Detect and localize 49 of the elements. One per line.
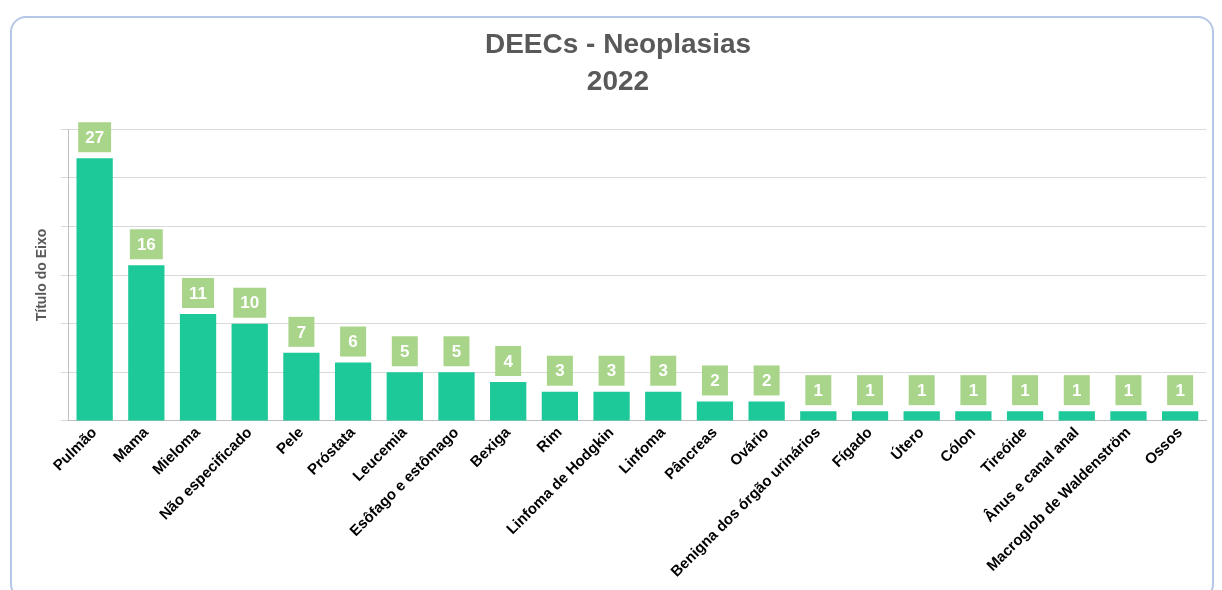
data-label: 3	[555, 361, 565, 381]
bar	[696, 401, 734, 421]
data-label: 5	[451, 341, 462, 361]
data-label: 1	[1020, 380, 1030, 400]
data-label: 1	[916, 380, 927, 400]
bar	[76, 158, 113, 421]
data-label: 3	[658, 361, 668, 381]
data-label: 16	[136, 235, 156, 255]
data-label: 5	[400, 341, 410, 361]
data-label: 10	[240, 293, 260, 313]
bar	[851, 411, 889, 421]
data-label: 1	[813, 380, 824, 400]
bar	[903, 411, 940, 421]
bar	[800, 411, 837, 421]
bar	[128, 265, 165, 421]
bar	[1110, 411, 1147, 421]
data-label: 1	[1175, 380, 1185, 400]
chart-title: DEECs - Neoplasias	[484, 27, 752, 59]
bar	[438, 372, 475, 421]
data-label: 3	[606, 361, 617, 381]
bar	[1006, 411, 1044, 421]
x-tick-label: Pele	[272, 423, 307, 458]
bar	[231, 323, 268, 421]
data-label: 7	[296, 322, 307, 342]
bar	[1058, 411, 1095, 421]
x-tick-label: Rim	[532, 423, 565, 456]
bar	[1162, 411, 1199, 421]
bar	[541, 391, 579, 421]
data-label: 2	[761, 371, 772, 391]
bar	[179, 313, 217, 421]
bar	[386, 372, 423, 421]
data-label: 1	[1072, 380, 1082, 400]
bar	[955, 411, 992, 421]
chart-subtitle: 2022	[586, 65, 650, 97]
bar	[283, 352, 320, 421]
bar	[334, 362, 372, 421]
data-label: 6	[348, 332, 358, 352]
data-label: 27	[85, 128, 105, 148]
bar	[593, 391, 630, 421]
y-axis-title: Título do Eixo	[33, 228, 50, 322]
bar	[645, 391, 682, 421]
data-label: 11	[189, 283, 208, 303]
data-label: 1	[865, 380, 875, 400]
data-label: 2	[710, 371, 720, 391]
bar	[748, 401, 785, 421]
bar	[490, 382, 527, 421]
data-label: 4	[503, 351, 514, 371]
data-label: 1	[1123, 380, 1134, 400]
data-label: 1	[968, 380, 979, 400]
